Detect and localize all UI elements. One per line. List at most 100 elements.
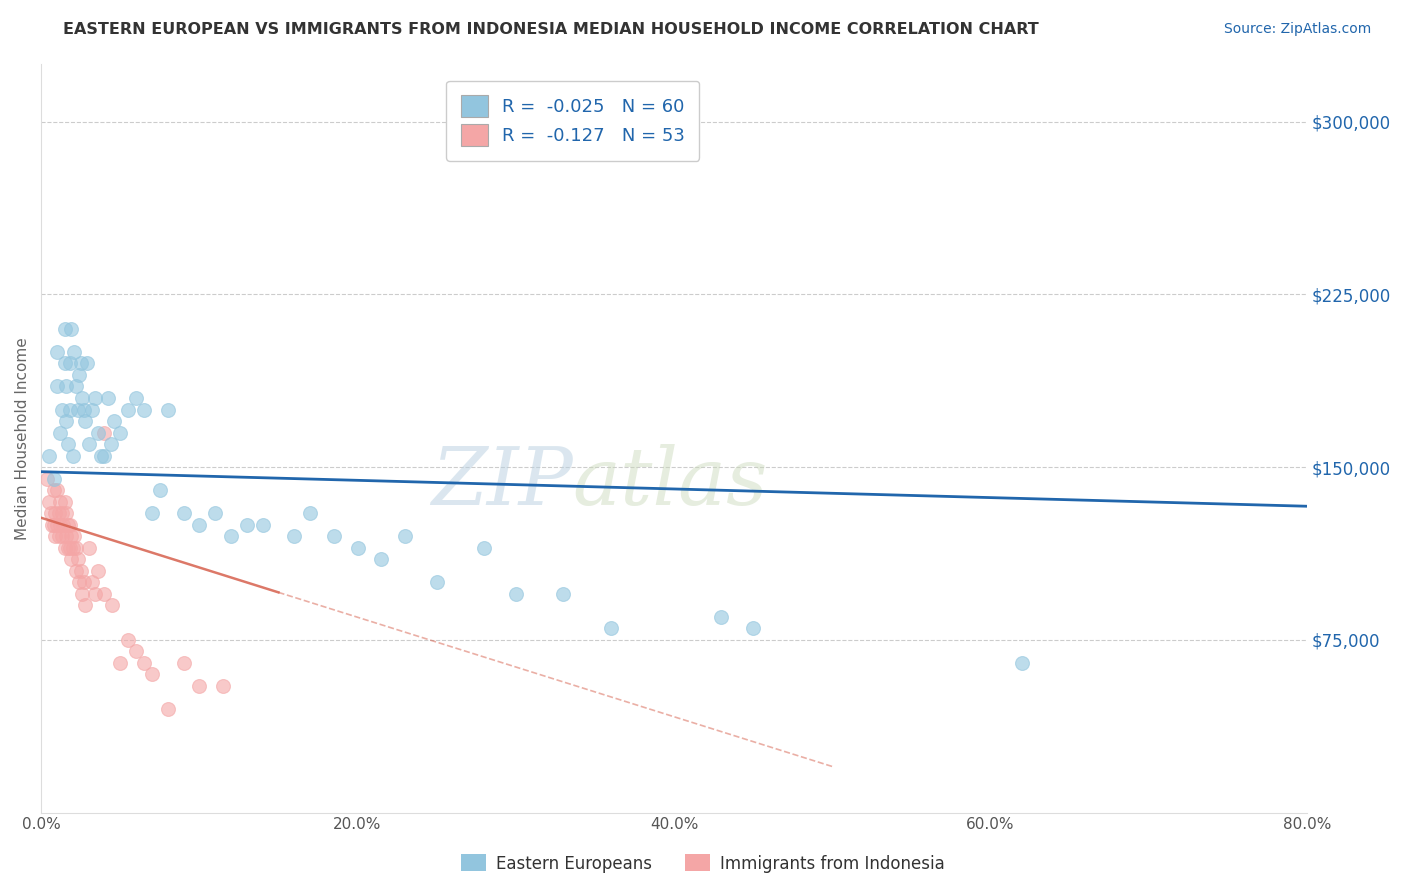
Point	[394, 529, 416, 543]
Point	[125, 644, 148, 658]
Point	[77, 541, 100, 555]
Point	[87, 425, 110, 440]
Point	[87, 564, 110, 578]
Point	[219, 529, 242, 543]
Point	[93, 449, 115, 463]
Point	[188, 679, 211, 693]
Point	[67, 575, 90, 590]
Point	[58, 356, 80, 370]
Point	[44, 506, 66, 520]
Point	[75, 414, 97, 428]
Point	[56, 437, 79, 451]
Point	[70, 587, 93, 601]
Point	[55, 506, 77, 520]
Point	[62, 541, 84, 555]
Point	[173, 506, 195, 520]
Point	[55, 414, 77, 428]
Point	[84, 391, 107, 405]
Point	[110, 656, 132, 670]
Point	[60, 322, 83, 336]
Point	[48, 529, 70, 543]
Point	[51, 506, 73, 520]
Point	[44, 529, 66, 543]
Text: atlas: atlas	[572, 444, 768, 522]
Point	[149, 483, 172, 497]
Point	[156, 702, 179, 716]
Point	[38, 494, 60, 508]
Point	[97, 391, 120, 405]
Point	[60, 552, 83, 566]
Point	[65, 564, 87, 578]
Point	[84, 587, 107, 601]
Point	[45, 379, 67, 393]
Point	[69, 564, 91, 578]
Point	[101, 599, 124, 613]
Point	[48, 506, 70, 520]
Point	[212, 679, 235, 693]
Point	[156, 402, 179, 417]
Point	[70, 391, 93, 405]
Point	[141, 667, 163, 681]
Point	[62, 449, 84, 463]
Text: ZIP: ZIP	[432, 444, 572, 522]
Point	[553, 587, 575, 601]
Point	[93, 587, 115, 601]
Point	[56, 517, 79, 532]
Point	[49, 494, 72, 508]
Point	[45, 483, 67, 497]
Point	[66, 552, 89, 566]
Point	[55, 529, 77, 543]
Point	[252, 517, 274, 532]
Point	[132, 656, 155, 670]
Point	[283, 529, 305, 543]
Point	[73, 575, 96, 590]
Point	[110, 425, 132, 440]
Point	[80, 402, 103, 417]
Point	[75, 599, 97, 613]
Point	[204, 506, 226, 520]
Text: Source: ZipAtlas.com: Source: ZipAtlas.com	[1223, 22, 1371, 37]
Point	[51, 402, 73, 417]
Point	[90, 449, 112, 463]
Point	[42, 472, 65, 486]
Point	[117, 632, 139, 647]
Point	[65, 541, 87, 555]
Point	[53, 356, 76, 370]
Point	[505, 587, 527, 601]
Point	[51, 529, 73, 543]
Point	[53, 494, 76, 508]
Point	[53, 322, 76, 336]
Point	[370, 552, 392, 566]
Point	[45, 517, 67, 532]
Point	[56, 541, 79, 555]
Point	[125, 391, 148, 405]
Point	[742, 621, 765, 635]
Point	[41, 517, 63, 532]
Point	[39, 506, 62, 520]
Y-axis label: Median Household Income: Median Household Income	[15, 337, 30, 540]
Point	[1011, 656, 1033, 670]
Point	[69, 356, 91, 370]
Point	[346, 541, 368, 555]
Point	[100, 437, 122, 451]
Point	[188, 517, 211, 532]
Point	[58, 402, 80, 417]
Text: EASTERN EUROPEAN VS IMMIGRANTS FROM INDONESIA MEDIAN HOUSEHOLD INCOME CORRELATIO: EASTERN EUROPEAN VS IMMIGRANTS FROM INDO…	[63, 22, 1039, 37]
Point	[42, 517, 65, 532]
Point	[63, 345, 86, 359]
Point	[76, 356, 98, 370]
Point	[80, 575, 103, 590]
Point	[49, 517, 72, 532]
Point	[93, 425, 115, 440]
Legend: Eastern Europeans, Immigrants from Indonesia: Eastern Europeans, Immigrants from Indon…	[454, 847, 952, 880]
Point	[710, 609, 733, 624]
Point	[52, 517, 75, 532]
Point	[103, 414, 125, 428]
Point	[60, 529, 83, 543]
Point	[599, 621, 621, 635]
Point	[38, 449, 60, 463]
Point	[322, 529, 344, 543]
Point	[58, 541, 80, 555]
Point	[42, 483, 65, 497]
Point	[173, 656, 195, 670]
